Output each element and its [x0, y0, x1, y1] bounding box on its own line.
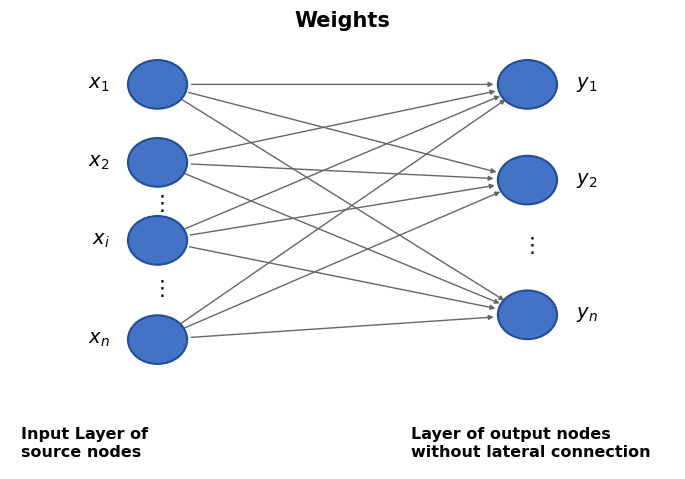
- Ellipse shape: [128, 315, 187, 364]
- Text: $\vdots$: $\vdots$: [521, 235, 534, 256]
- Ellipse shape: [498, 60, 557, 109]
- Text: $\vdots$: $\vdots$: [151, 193, 164, 214]
- Title: Weights: Weights: [295, 11, 390, 31]
- Text: $\boldsymbol{x_i}$: $\boldsymbol{x_i}$: [92, 231, 110, 250]
- Ellipse shape: [498, 156, 557, 205]
- Text: $\boldsymbol{y_1}$: $\boldsymbol{y_1}$: [575, 75, 597, 94]
- Ellipse shape: [128, 138, 187, 187]
- Text: $\vdots$: $\vdots$: [151, 278, 164, 299]
- Text: $\boldsymbol{x_n}$: $\boldsymbol{x_n}$: [88, 331, 110, 349]
- Ellipse shape: [128, 216, 187, 265]
- Ellipse shape: [498, 290, 557, 339]
- Text: Input Layer of
source nodes: Input Layer of source nodes: [21, 427, 148, 460]
- Text: $\boldsymbol{y_n}$: $\boldsymbol{y_n}$: [575, 305, 597, 324]
- Text: Layer of output nodes
without lateral connection: Layer of output nodes without lateral co…: [411, 427, 651, 460]
- Text: $\boldsymbol{y_2}$: $\boldsymbol{y_2}$: [575, 171, 597, 190]
- Text: $\boldsymbol{x_2}$: $\boldsymbol{x_2}$: [88, 153, 110, 171]
- Ellipse shape: [128, 60, 187, 109]
- Text: $\boldsymbol{x_1}$: $\boldsymbol{x_1}$: [88, 75, 110, 93]
